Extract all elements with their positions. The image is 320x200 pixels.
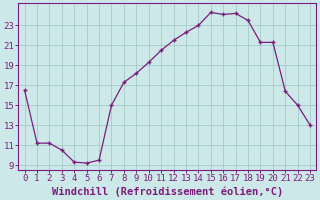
X-axis label: Windchill (Refroidissement éolien,°C): Windchill (Refroidissement éolien,°C) xyxy=(52,186,283,197)
